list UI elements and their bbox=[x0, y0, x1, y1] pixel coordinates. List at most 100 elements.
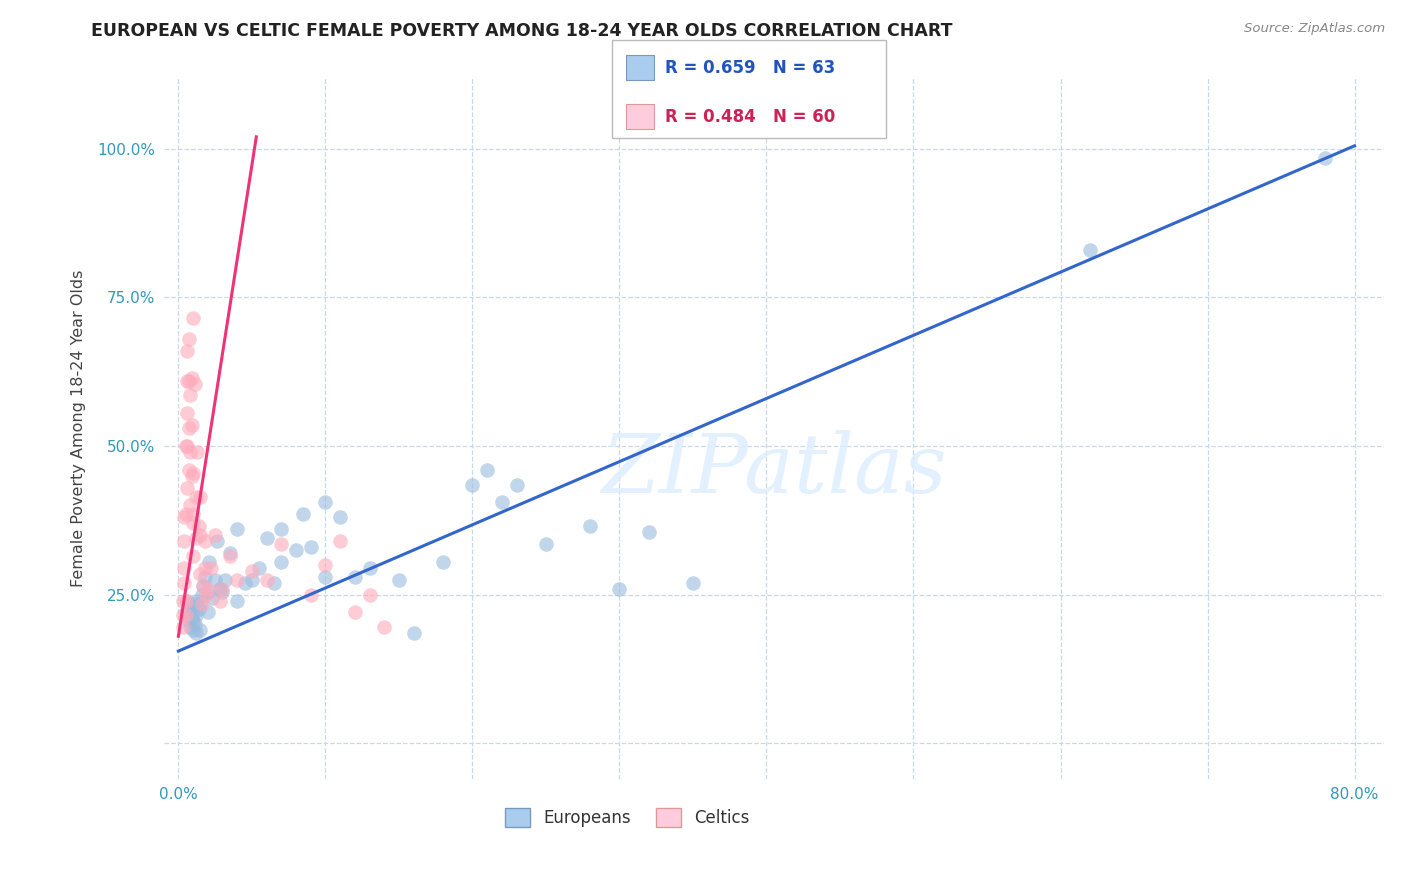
Point bbox=[176, 593, 198, 607]
Point bbox=[194, 561, 217, 575]
Point bbox=[329, 510, 352, 524]
Point bbox=[200, 561, 222, 575]
Point bbox=[184, 531, 207, 545]
Point bbox=[174, 508, 197, 522]
Point bbox=[179, 499, 201, 513]
Point bbox=[177, 374, 200, 388]
Point bbox=[247, 561, 270, 575]
Point bbox=[176, 439, 198, 453]
Point bbox=[177, 463, 200, 477]
Point bbox=[172, 593, 194, 607]
Point bbox=[373, 620, 395, 634]
Point bbox=[172, 608, 194, 623]
Point bbox=[198, 555, 221, 569]
Point bbox=[226, 593, 249, 607]
Point bbox=[329, 534, 352, 549]
Point bbox=[181, 466, 204, 480]
Point bbox=[534, 537, 557, 551]
Point bbox=[174, 606, 197, 620]
Point bbox=[204, 573, 226, 587]
Point bbox=[190, 624, 212, 638]
Point bbox=[181, 508, 204, 522]
Point bbox=[193, 579, 215, 593]
Point bbox=[270, 522, 292, 536]
Point bbox=[190, 597, 212, 611]
Point bbox=[211, 584, 233, 599]
Text: Source: ZipAtlas.com: Source: ZipAtlas.com bbox=[1244, 22, 1385, 36]
Point bbox=[226, 573, 249, 587]
Point bbox=[218, 549, 240, 563]
Point bbox=[240, 573, 263, 587]
Point bbox=[177, 332, 200, 346]
Point bbox=[432, 555, 454, 569]
Point bbox=[1315, 151, 1337, 165]
Point bbox=[188, 602, 211, 616]
Point bbox=[173, 561, 195, 575]
Point bbox=[214, 573, 236, 587]
Point bbox=[179, 602, 201, 616]
Point bbox=[609, 582, 631, 596]
Point bbox=[194, 570, 217, 584]
Point bbox=[314, 495, 336, 509]
Point bbox=[184, 490, 207, 504]
Point bbox=[179, 620, 201, 634]
Point bbox=[180, 468, 202, 483]
Point bbox=[172, 620, 194, 634]
Point bbox=[226, 522, 249, 536]
Point bbox=[343, 606, 366, 620]
Point bbox=[191, 588, 214, 602]
Point bbox=[180, 611, 202, 625]
Point bbox=[299, 588, 322, 602]
Point bbox=[176, 343, 198, 358]
Point bbox=[461, 477, 484, 491]
Point bbox=[180, 370, 202, 384]
Point bbox=[181, 597, 204, 611]
Point bbox=[193, 579, 215, 593]
Point bbox=[190, 490, 212, 504]
Point bbox=[174, 608, 197, 623]
Point bbox=[208, 582, 231, 596]
Point bbox=[201, 591, 224, 605]
Point bbox=[186, 445, 208, 459]
Point bbox=[197, 582, 219, 596]
Point bbox=[285, 543, 308, 558]
Point bbox=[270, 537, 292, 551]
Point bbox=[194, 534, 217, 549]
Point bbox=[183, 376, 205, 391]
Point bbox=[314, 570, 336, 584]
Point bbox=[299, 540, 322, 554]
Text: R = 0.484   N = 60: R = 0.484 N = 60 bbox=[665, 108, 835, 126]
Point bbox=[179, 388, 201, 402]
Text: R = 0.659   N = 63: R = 0.659 N = 63 bbox=[665, 59, 835, 77]
Point bbox=[233, 575, 256, 590]
Point bbox=[177, 615, 200, 629]
Point bbox=[173, 510, 195, 524]
Point bbox=[188, 519, 211, 533]
Point bbox=[176, 406, 198, 420]
Point bbox=[256, 573, 278, 587]
Point bbox=[181, 311, 204, 326]
Point bbox=[343, 570, 366, 584]
Point bbox=[191, 597, 214, 611]
Point bbox=[184, 626, 207, 640]
Point bbox=[190, 528, 212, 542]
Text: EUROPEAN VS CELTIC FEMALE POVERTY AMONG 18-24 YEAR OLDS CORRELATION CHART: EUROPEAN VS CELTIC FEMALE POVERTY AMONG … bbox=[91, 22, 953, 40]
Point bbox=[270, 555, 292, 569]
Point bbox=[682, 575, 704, 590]
Point bbox=[637, 525, 659, 540]
Text: ZIPatlas: ZIPatlas bbox=[602, 430, 946, 510]
Point bbox=[491, 495, 513, 509]
Point bbox=[181, 615, 204, 629]
Point bbox=[181, 624, 204, 638]
Point bbox=[240, 564, 263, 578]
Point bbox=[211, 582, 233, 596]
Point bbox=[208, 593, 231, 607]
Point bbox=[176, 481, 198, 495]
Point bbox=[388, 573, 411, 587]
Point bbox=[204, 528, 226, 542]
Point bbox=[179, 445, 201, 459]
Point bbox=[256, 531, 278, 545]
Point bbox=[505, 477, 527, 491]
Y-axis label: Female Poverty Among 18-24 Year Olds: Female Poverty Among 18-24 Year Olds bbox=[72, 269, 86, 587]
Point bbox=[183, 617, 205, 632]
